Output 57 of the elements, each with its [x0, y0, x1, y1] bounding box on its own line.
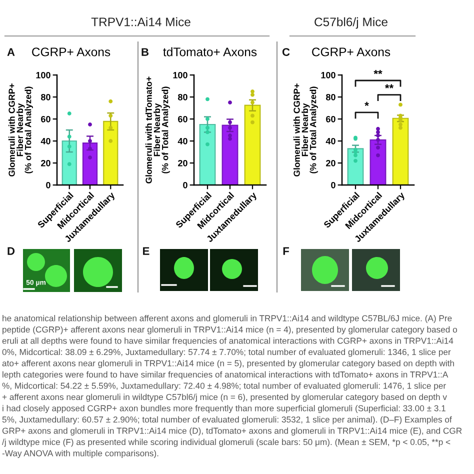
- text: **: [374, 70, 382, 74]
- y-tick-label: 100: [321, 72, 336, 78]
- y-tick-label: 0: [46, 182, 50, 188]
- text: A: [7, 48, 15, 56]
- text: E: [143, 247, 150, 255]
- text: i had closely apposed CGRP+ axon bundles more frequently than more superficial glomeruli (Superficial: 33.00 ± 3.1: [2, 404, 446, 414]
- bar: [103, 120, 118, 185]
- y-tick-label: 100: [173, 72, 188, 78]
- y-axis-title: Glomeruli with CGRP+ Fiber Nearby (% of Total Analyzed): [8, 84, 33, 176]
- text: C57bl6/j Mice: [314, 17, 388, 29]
- y-tick-label: 100: [36, 72, 50, 78]
- text: -Way ANOVA with multiple comparisons).: [2, 450, 158, 458]
- text: B: [142, 48, 149, 56]
- chart-title: CGRP+ Axons: [312, 48, 390, 56]
- y-tick-label: 0: [331, 182, 336, 188]
- text: TRPV1::Ai14 Mice: [91, 17, 190, 26]
- bar: [244, 104, 261, 185]
- y-tick-label: 40: [326, 138, 336, 144]
- y-tick-label: 80: [178, 94, 188, 100]
- annotation: **: [384, 84, 394, 88]
- bar: [347, 148, 364, 185]
- y-tick-label: 40: [178, 138, 188, 144]
- text: F: [283, 247, 289, 255]
- text: lepth categories were found to have similar frequencies of anatomical interactions with tdTomato+ axons in TRPV1::A: [2, 371, 448, 380]
- bar: [62, 140, 77, 185]
- text: /j wildtype mice (F) as presented while scoring individual glomeruli (scale bars: 50 μm). (Mean ± SEM, *p < 0.05, **p <: [2, 438, 450, 447]
- bar: [199, 124, 216, 185]
- y-tick-label: 40: [40, 138, 50, 144]
- text: peptide (CGRP)+ afferent axons near glomeruli in TRPV1::Ai14 mice (n = 4), presented by glomerular category based o: [2, 326, 457, 334]
- text: 5%, Juxtamedullary: 60.57 ± 2.90%; total number of evaluated glomeruli: 3532, 1 slice per animal). (D–F) Examples of: [2, 416, 452, 424]
- text: 0%, Midcortical: 38.09 ± 6.29%, Juxtamedullary: 57.74 ± 7.70%; total number of evaluated glomeruli: 1346, 1 slice per: [2, 348, 451, 357]
- bar: [222, 124, 238, 185]
- y-tick-label: 60: [326, 116, 336, 122]
- text: + afferent axons near glomeruli in wildtype C57bl6/j mice (n = 6), presented by glomerular category based on depth v: [2, 394, 447, 402]
- y-tick-label: 60: [178, 116, 188, 122]
- text: D: [8, 247, 15, 255]
- text: ato+ afferent axons near glomeruli in TRPV1::Ai14 mice (n = 5), presented by glomerular category based on depth with: [2, 360, 454, 368]
- bar: [392, 118, 409, 185]
- text: C: [282, 48, 290, 56]
- y-tick-label: 0: [183, 182, 188, 188]
- text: he anatomical relationship between afferent axons and glomeruli in TRPV1::Ai14 and wildtype C57BL/6J mice. (A) Pre: [2, 314, 452, 324]
- y-tick-label: 20: [178, 160, 188, 166]
- bar: [82, 142, 98, 185]
- y-axis-title: Glomeruli with tdTomato+ Fiber Nearby (% of Total Analyzed): [145, 76, 170, 184]
- chart-title: CGRP+ Axons: [32, 48, 110, 56]
- y-tick-label: 20: [326, 160, 336, 166]
- y-tick-label: 80: [326, 94, 336, 100]
- text: eruli at all depths were found to have similar frequencies of anatomical interactions with CGRP+ axons in TRPV1::Ai14: [2, 337, 454, 346]
- y-tick-label: 60: [41, 116, 50, 122]
- text: %, Midcortical: 54.22 ± 5.59%, Juxtamedullary: 72.40 ± 4.98%; total number of evaluated glomeruli: 1476, 1 slice per: [2, 382, 446, 391]
- annotation: *: [364, 102, 369, 106]
- y-tick-label: 20: [41, 160, 50, 166]
- y-axis-title: Glomeruli with CGRP+ Fiber Nearby (% of Total Analyzed): [293, 84, 318, 176]
- bar: [370, 139, 386, 185]
- text: GRP+ axons and glomeruli in TRPV1::Ai14 mice (D), tdTomato+ axons and glomeruli in TRPV1::Ai14 mice (E), and CGR: [2, 427, 462, 436]
- chart-title: tdTomato+ Axons: [163, 47, 257, 56]
- y-tick-label: 80: [40, 94, 50, 100]
